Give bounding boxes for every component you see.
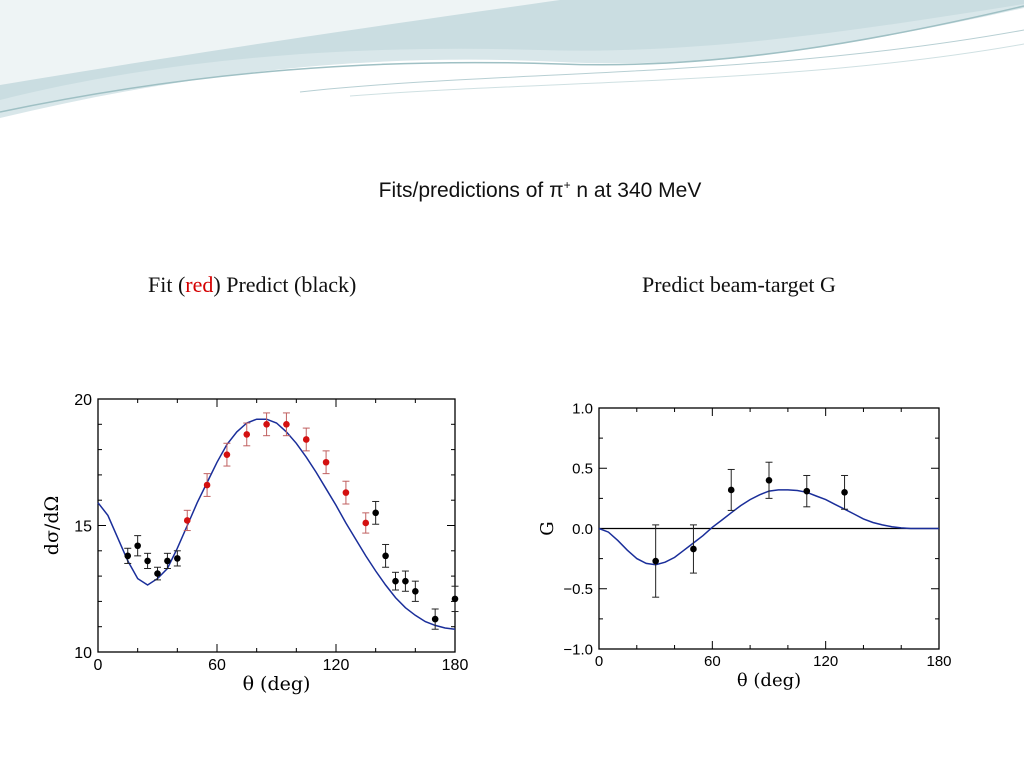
left-caption-red: red — [185, 272, 214, 297]
predict-data-point — [164, 557, 171, 565]
left-caption: Fit (red) Predict (black) — [148, 272, 356, 298]
x-axis-label: θ (deg) — [737, 670, 801, 691]
cross-section-chart: 0 60 120 180 10 15 20 θ (deg) dσ/dΩ — [36, 388, 470, 704]
y-tick-label: −0.5 — [563, 581, 593, 598]
x-tick-label: 180 — [926, 653, 951, 670]
decorative-header-wave — [0, 0, 1024, 118]
slide-title-suffix: n at 340 MeV — [570, 179, 702, 202]
y-tick-label: −1.0 — [563, 641, 593, 658]
predict-data-point — [841, 489, 848, 496]
predict-data-point — [134, 542, 141, 550]
fit-data-point — [362, 519, 370, 527]
fit-data-point — [342, 489, 350, 496]
predict-data-point — [690, 545, 697, 553]
predict-data-point — [402, 577, 409, 585]
predict-data-point — [174, 555, 181, 562]
plot-frame — [97, 398, 456, 653]
slide-title-sup: + — [563, 178, 571, 192]
fit-data-point — [223, 451, 231, 458]
fit-data-point — [322, 458, 330, 466]
y-axis-label: dσ/dΩ — [41, 496, 63, 555]
y-tick-label: 1.0 — [572, 400, 593, 417]
x-axis-label: θ (deg) — [243, 673, 311, 695]
left-caption-b: ) Predict (black) — [213, 272, 357, 297]
slide-title-prefix: Fits/predictions of π — [378, 179, 564, 202]
predict-data-point — [451, 595, 459, 603]
fit-data-point — [302, 436, 310, 443]
predict-data-point — [652, 557, 659, 565]
predict-data-point — [154, 570, 161, 577]
fit-data-point — [203, 481, 211, 489]
predict-data-point — [803, 487, 811, 495]
x-tick-label: 0 — [595, 653, 603, 670]
x-tick-label: 60 — [208, 657, 226, 674]
model-curve — [97, 418, 456, 630]
predict-data-point — [727, 486, 735, 494]
beam-target-g-chart: 0 60 120 180 −1.0 −0.5 0.0 0.5 1.0 θ (deg) G — [537, 398, 955, 698]
predict-data-point — [765, 477, 773, 484]
fit-data-point — [263, 421, 270, 428]
y-axis-label: G — [537, 521, 558, 535]
predict-data-point — [431, 615, 439, 623]
predict-data-point — [372, 509, 379, 517]
slide-title: Fits/predictions of π+ n at 340 MeV — [0, 178, 1024, 203]
x-tick-label: 180 — [442, 657, 469, 674]
x-tick-label: 60 — [704, 653, 721, 670]
right-caption: Predict beam-target G — [642, 272, 836, 297]
predict-data-point — [392, 577, 399, 585]
x-tick-label: 0 — [94, 657, 103, 674]
fit-data-point — [183, 517, 191, 524]
y-tick-label: 15 — [74, 518, 92, 535]
predict-data-point — [412, 587, 419, 595]
model-curve — [598, 489, 939, 566]
y-tick-label: 20 — [74, 392, 92, 409]
predict-data-point — [144, 557, 151, 565]
fit-data-point — [283, 421, 290, 428]
y-tick-label: 0.5 — [572, 461, 593, 478]
predict-data-point — [382, 552, 389, 560]
x-tick-label: 120 — [813, 653, 838, 670]
left-caption-a: Fit ( — [148, 272, 186, 297]
y-tick-label: 0.0 — [572, 521, 593, 538]
y-tick-label: 10 — [74, 645, 92, 662]
x-tick-label: 120 — [323, 657, 350, 674]
predict-data-point — [124, 552, 132, 560]
fit-data-point — [243, 431, 251, 438]
